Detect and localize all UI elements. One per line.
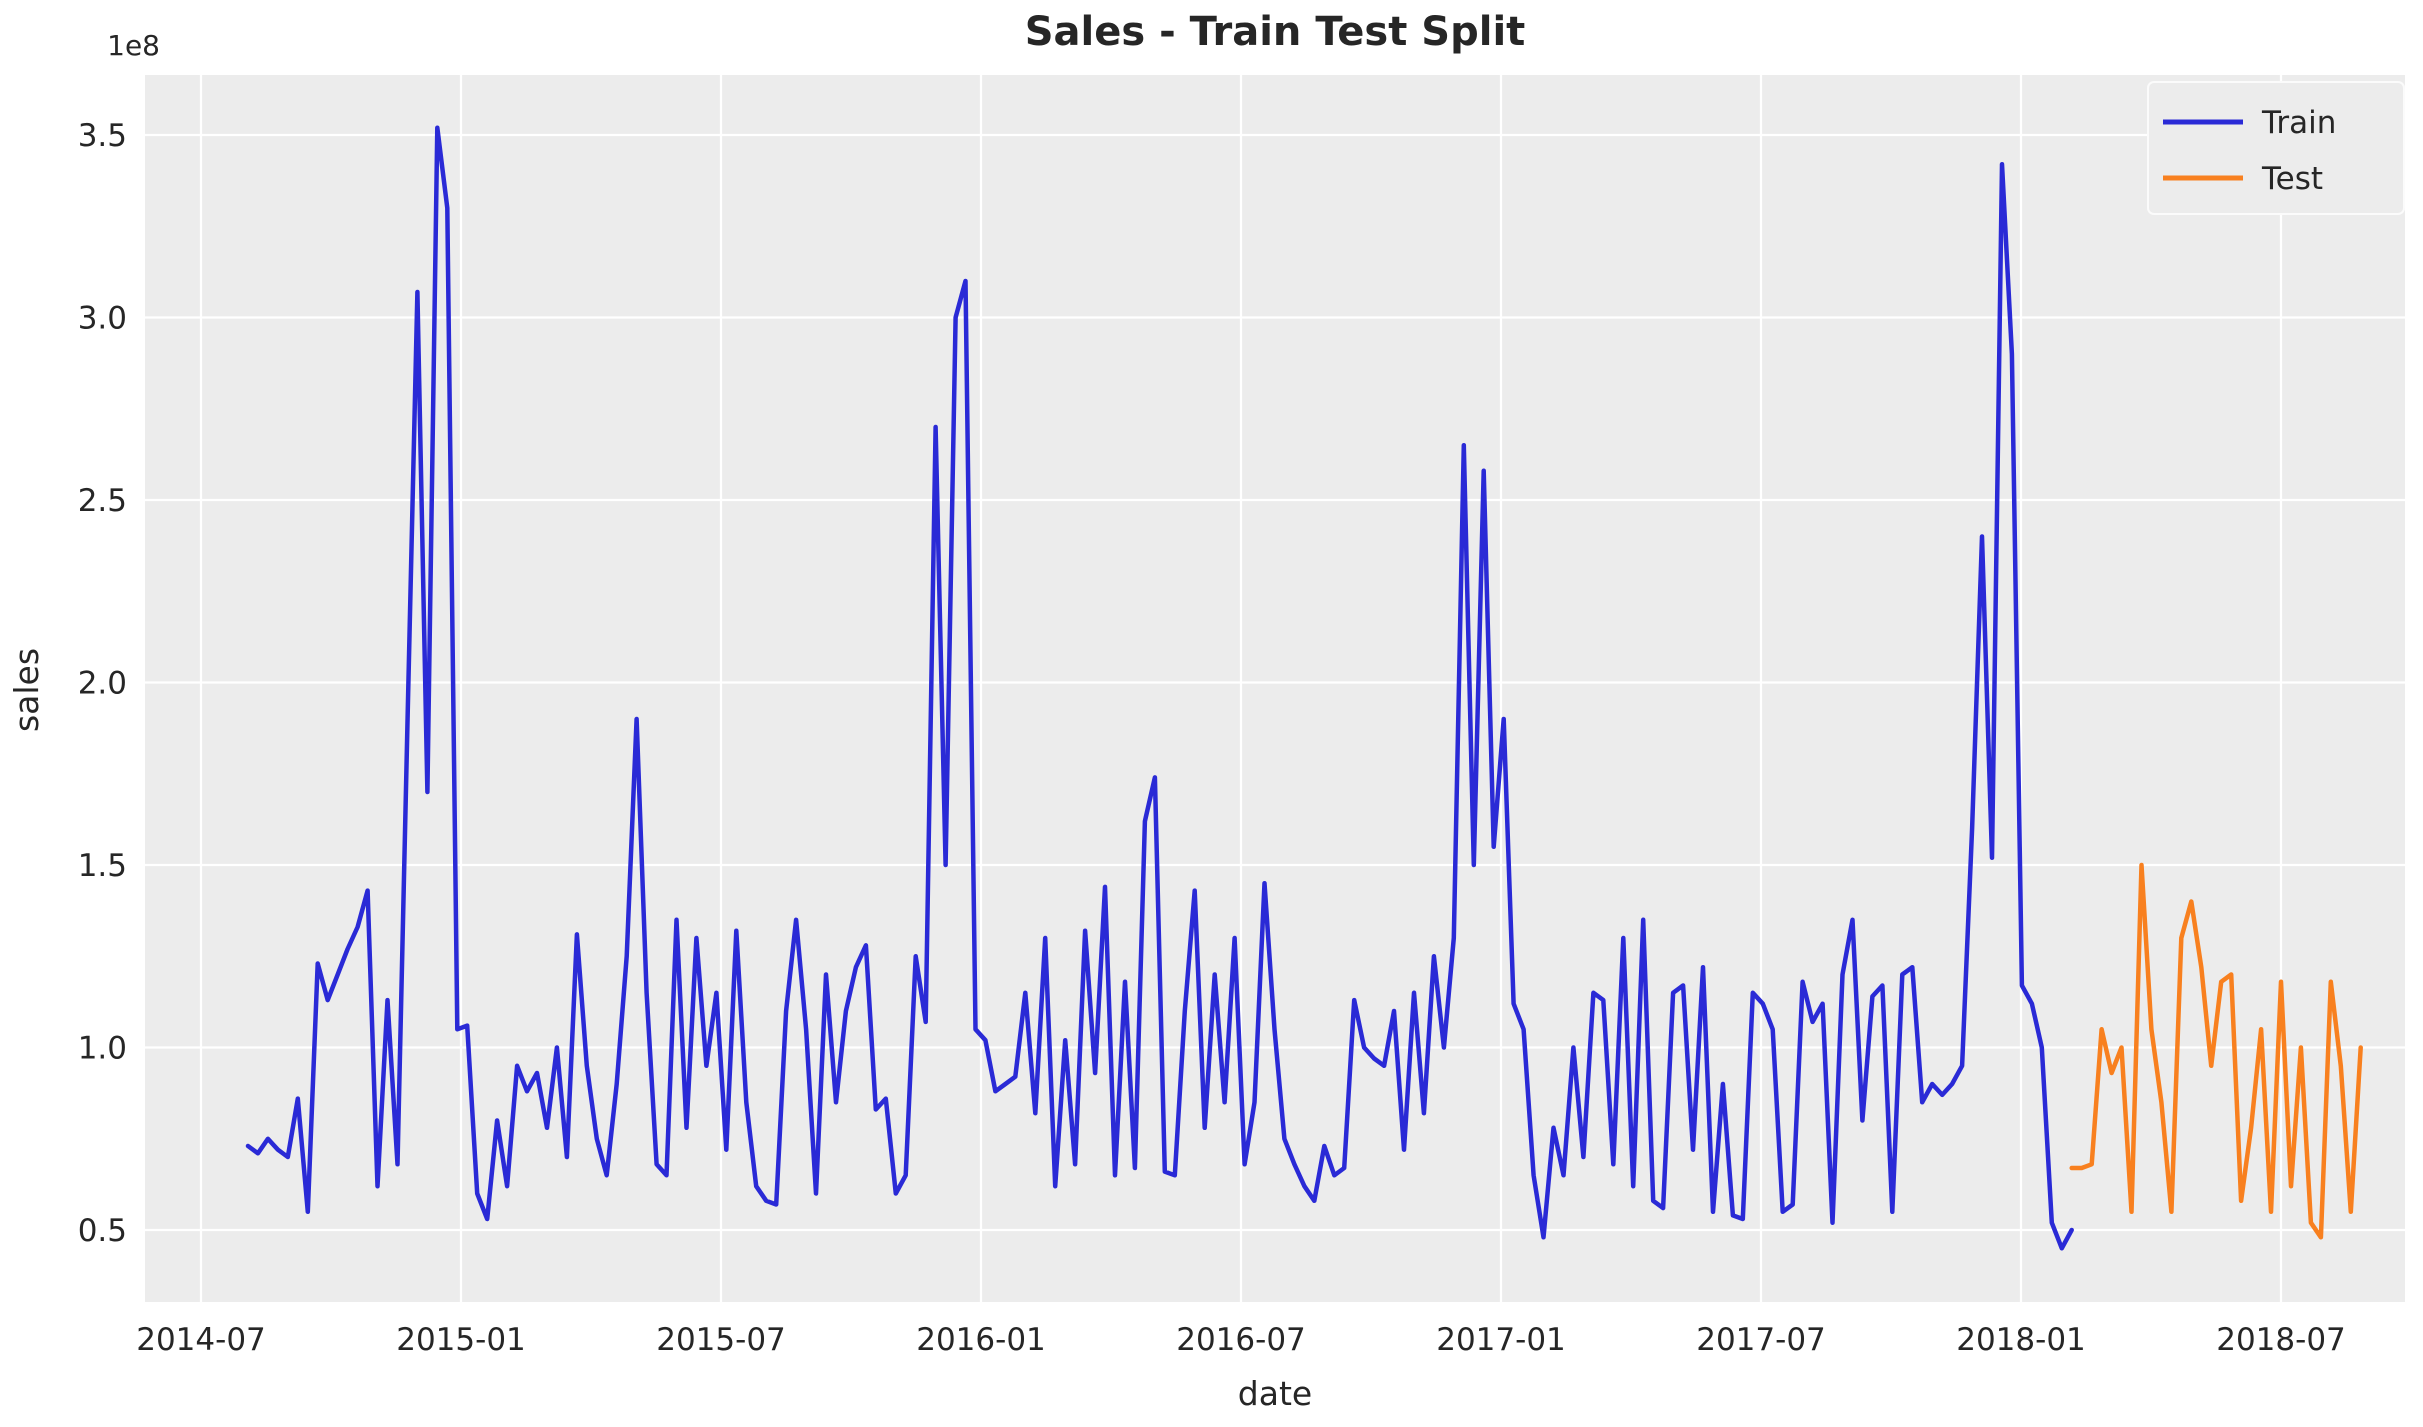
- series-group: [245, 125, 2363, 1251]
- x-tick-label: 2018-01: [1956, 1322, 2086, 1358]
- plot-area: [145, 75, 2405, 1302]
- y-tick-label: 1.0: [78, 1031, 127, 1067]
- x-tick-label: 2016-01: [916, 1322, 1046, 1358]
- y-tick-label: 2.5: [78, 483, 127, 519]
- y-tick-label: 1.5: [78, 848, 127, 884]
- test-series-line: [2069, 862, 2363, 1240]
- x-tick-label: 2016-07: [1176, 1322, 1306, 1358]
- y-tick-label: 0.5: [78, 1213, 127, 1249]
- legend: Train Test: [2147, 81, 2405, 215]
- y-tick-label: 3.0: [78, 301, 127, 337]
- y-axis-offset-label: 1e8: [107, 29, 160, 62]
- train-series-line: [245, 125, 2074, 1251]
- x-tick-label: 2015-01: [396, 1322, 526, 1358]
- legend-box: [2147, 81, 2405, 215]
- x-tick-label: 2014-07: [136, 1322, 266, 1358]
- tick-labels: 0.5 1.0 1.5 2.0 2.5 3.0 3.5 2014-07 2015-01 2015-…: [78, 118, 2346, 1358]
- gridlines: [145, 75, 2405, 1302]
- x-tick-label: 2015-07: [656, 1322, 786, 1358]
- y-axis-label: sales: [7, 648, 46, 732]
- x-tick-label: 2017-07: [1696, 1322, 1826, 1358]
- chart-title: Sales - Train Test Split: [1025, 9, 1526, 55]
- legend-train-label: Train: [2261, 105, 2336, 141]
- x-tick-label: 2018-07: [2216, 1322, 2346, 1358]
- x-tick-label: 2017-01: [1436, 1322, 1566, 1358]
- x-axis-label: date: [1238, 1374, 1312, 1413]
- legend-test-label: Test: [2261, 161, 2323, 197]
- y-tick-label: 2.0: [78, 666, 127, 702]
- y-tick-label: 3.5: [78, 118, 127, 154]
